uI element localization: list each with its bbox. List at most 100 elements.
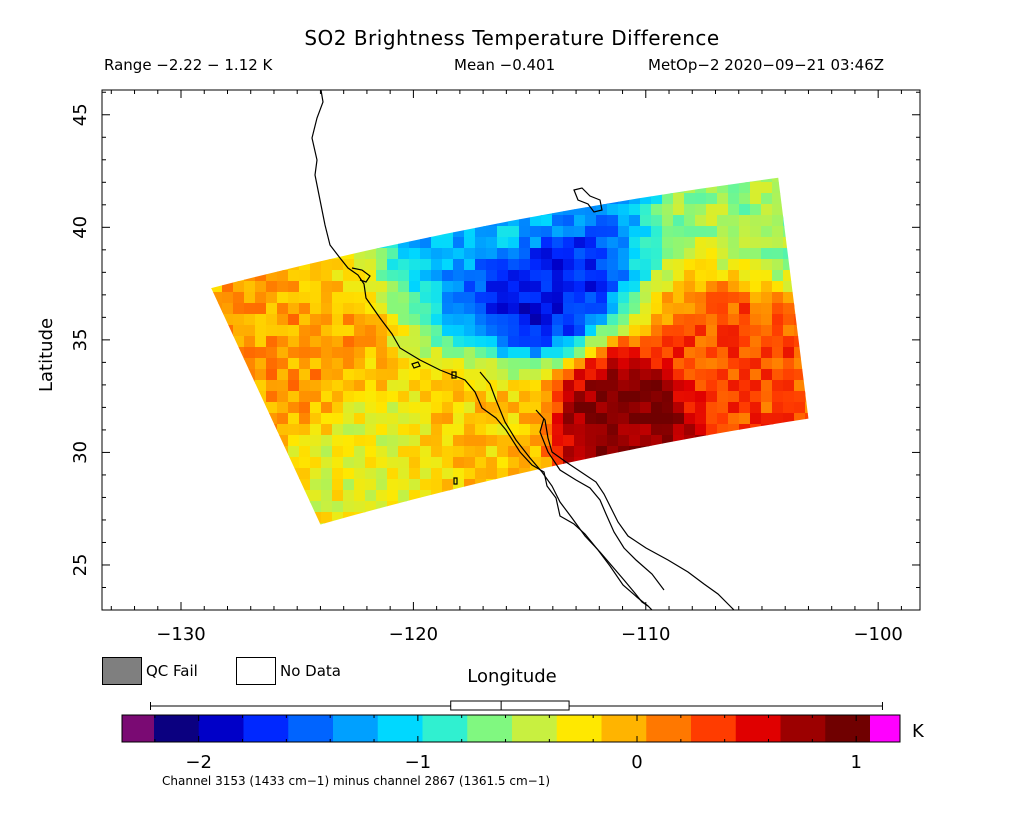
swath-cell (453, 336, 465, 348)
swath-cell (651, 248, 663, 260)
swath-cell (673, 501, 685, 513)
swath-cell (244, 270, 256, 282)
swath-cell (783, 490, 795, 502)
swath-cell (376, 292, 388, 304)
swath-cell (277, 292, 289, 304)
swath-cell (794, 402, 806, 414)
swath-cell (596, 457, 608, 469)
swath-cell (332, 215, 344, 227)
swath-cell (354, 435, 366, 447)
swath-cell (684, 347, 696, 359)
swath-cell (706, 336, 718, 348)
swath-cell (750, 369, 762, 381)
swath-cell (211, 369, 223, 381)
swath-cell (453, 523, 465, 525)
swath-cell (288, 479, 300, 491)
swath-cell (508, 325, 520, 337)
swath-cell (255, 523, 267, 525)
swath-cell (475, 336, 487, 348)
swath-cell (288, 314, 300, 326)
swath-cell (761, 424, 773, 436)
swath-cell (541, 303, 553, 315)
colorbar-swatch (377, 715, 423, 742)
swath-cell (728, 182, 740, 194)
swath-cell (761, 160, 773, 172)
swath-cell (761, 369, 773, 381)
swath-cell (299, 501, 311, 513)
swath-cell (783, 226, 795, 238)
swath-cell (321, 281, 333, 293)
swath-cell (321, 177, 333, 183)
swath-cell (673, 534, 685, 546)
swath-cell (387, 303, 399, 315)
swath-cell (574, 292, 586, 304)
swath-cell (563, 292, 575, 304)
swath-cell (783, 303, 795, 315)
swath-cell (739, 347, 751, 359)
swath-cell (585, 226, 597, 238)
swath-cell (211, 292, 212, 304)
swath-cell (365, 413, 377, 425)
swath-cell (684, 468, 696, 480)
swath-cell (332, 226, 344, 238)
swath-cell (277, 402, 289, 414)
swath-cell (266, 215, 278, 227)
swath-cell (277, 314, 289, 326)
swath-cell (728, 369, 740, 381)
swath-cell (596, 226, 608, 238)
swath-cell (343, 259, 355, 271)
swath-cell (651, 501, 663, 513)
swath-cell (222, 479, 234, 491)
swath-cell (244, 248, 256, 260)
swath-cell (233, 248, 245, 260)
swath-cell (277, 468, 289, 480)
swath-cell (211, 248, 223, 260)
swath-cell (453, 501, 465, 513)
x-tick-label: −120 (389, 624, 438, 645)
swath-cell (277, 358, 289, 370)
swath-cell (486, 402, 498, 414)
swath-cell (464, 336, 476, 348)
swath-cell (266, 270, 278, 282)
swath-cell (431, 358, 443, 370)
swath-cell (563, 336, 575, 348)
colorbar-swatch (333, 715, 379, 742)
swath-cell (684, 160, 696, 172)
swath-cell (574, 226, 586, 238)
swath-cell (288, 160, 300, 172)
swath-cell (277, 336, 289, 348)
swath-cell (629, 182, 641, 194)
swath-cell (519, 402, 531, 414)
swath-cell (739, 512, 751, 524)
swath-cell (728, 413, 740, 425)
swath-cell (640, 380, 652, 392)
swath-cell (640, 358, 652, 370)
swath-cell (299, 446, 311, 458)
swath-cell (519, 281, 531, 293)
swath-cell (552, 512, 564, 524)
swath-cell (629, 490, 641, 502)
swath-cell (651, 204, 663, 216)
swath-cell (255, 490, 267, 502)
swath-cell (431, 177, 443, 183)
swath-cell (288, 391, 300, 403)
swath-cell (585, 512, 597, 524)
swath-cell (673, 325, 685, 337)
swath-cell (233, 281, 245, 293)
swath-cell (618, 204, 630, 216)
swath-cell (673, 347, 685, 359)
swath-cell (409, 303, 421, 315)
swath-cell (255, 177, 267, 183)
swath-cell (739, 523, 751, 525)
swath-cell (651, 215, 663, 227)
swath-cell (640, 325, 652, 337)
swath-cell (343, 424, 355, 436)
swath-cell (816, 237, 828, 249)
swath-cell (486, 413, 498, 425)
swath-cell (761, 490, 773, 502)
swath-cell (728, 457, 740, 469)
swath-cell (431, 281, 443, 293)
swath-cell (431, 347, 443, 359)
swath-cell (530, 314, 542, 326)
swath-cell (387, 534, 399, 546)
